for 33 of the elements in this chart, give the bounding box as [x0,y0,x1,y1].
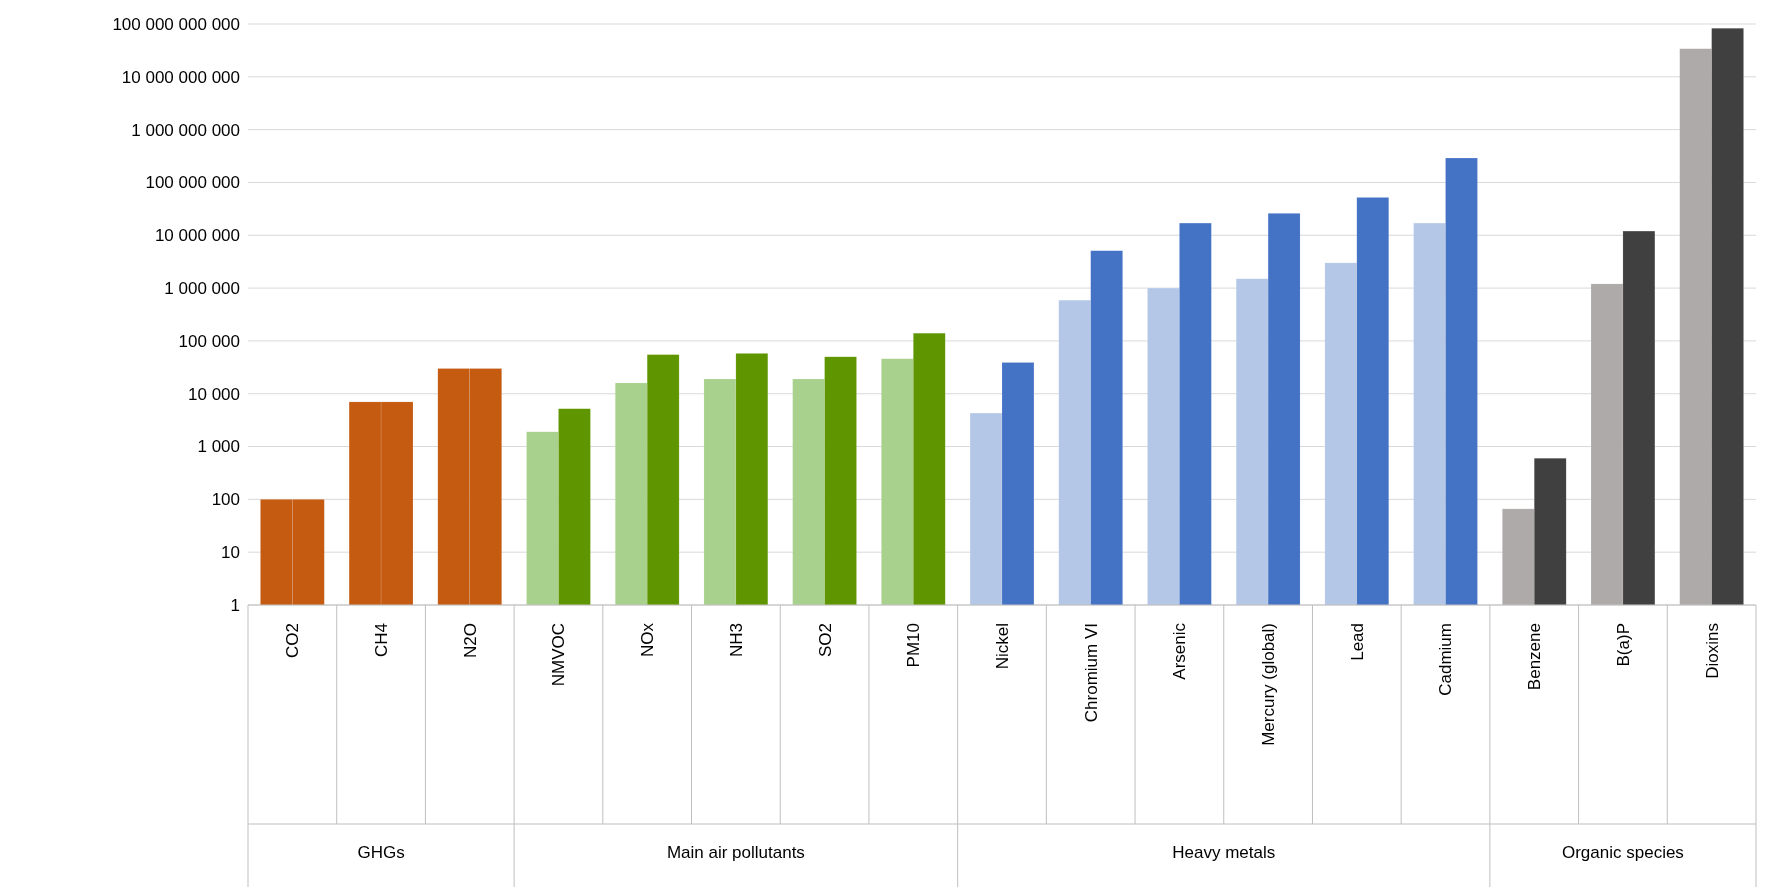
y-tick-label: 100 [211,490,240,510]
x-tick-label: Arsenic [1170,622,1190,680]
x-tick-label: CO2 [283,623,303,658]
x-tick-label: PM10 [904,623,924,668]
x-tick-label: Dioxins [1702,623,1722,679]
y-tick-label: 10 000 [188,384,240,404]
x-tick-label: Cadmium [1436,623,1456,696]
text: Organic species [1562,842,1684,862]
y-tick-label: 100 000 000 [145,173,240,193]
y-tick-label: 100 000 [178,331,240,351]
x-tick-label: Nickel [992,623,1012,670]
x-tick-label: NMVOC [549,623,569,687]
y-tick-label: 10 000 000 [154,226,240,246]
y-tick-label: 100 000 000 000 [112,14,240,34]
x-tick-label: Lead [1347,623,1367,661]
x-tick-label: CH4 [372,623,392,658]
y-tick-label: 10 [221,543,240,563]
x-tick-label: B(a)P [1613,623,1633,667]
y-tick-label: 10 000 000 000 [121,67,240,87]
x-tick-label: Chromium VI [1081,623,1101,723]
x-tick-label: SO2 [815,623,835,658]
y-tick-label: 1 000 000 [164,279,240,299]
y-tick-label: 1 000 [197,437,240,457]
x-tick-label: Benzene [1525,623,1545,691]
x-tick-label: Mercury (global) [1259,623,1279,746]
text: Heavy metals [1172,842,1276,862]
x-tick-label: NOx [638,622,658,657]
y-tick-label: 1 000 000 000 [131,120,240,140]
x-tick-label: NH3 [726,623,746,658]
y-tick-label: 1 [230,595,240,615]
text: Main air pollutants [666,842,805,862]
text: GHGs [357,842,405,862]
x-tick-label: N2O [460,623,480,658]
